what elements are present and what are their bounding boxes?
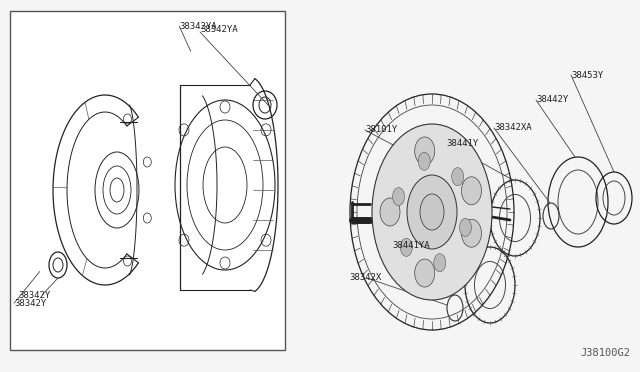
Text: 38342XA: 38342XA bbox=[494, 124, 532, 132]
Ellipse shape bbox=[407, 175, 457, 249]
Ellipse shape bbox=[460, 218, 472, 236]
Ellipse shape bbox=[415, 259, 435, 287]
Text: 38342X: 38342X bbox=[349, 273, 381, 282]
Text: 38441Y: 38441Y bbox=[446, 138, 478, 148]
Ellipse shape bbox=[461, 177, 481, 205]
Ellipse shape bbox=[461, 219, 481, 247]
Bar bbox=[10, 11, 285, 350]
Text: 38342YA: 38342YA bbox=[200, 26, 237, 35]
Text: 38442Y: 38442Y bbox=[536, 96, 568, 105]
Text: 38453Y: 38453Y bbox=[571, 71, 604, 80]
Text: 38101Y: 38101Y bbox=[365, 125, 397, 135]
Ellipse shape bbox=[434, 254, 446, 272]
Ellipse shape bbox=[401, 238, 412, 256]
Ellipse shape bbox=[392, 187, 404, 206]
Text: 38342Y: 38342Y bbox=[18, 291, 51, 299]
Text: 38441YA: 38441YA bbox=[392, 241, 429, 250]
Ellipse shape bbox=[452, 168, 463, 186]
Text: 38342YA: 38342YA bbox=[179, 22, 217, 31]
Ellipse shape bbox=[420, 194, 444, 230]
Ellipse shape bbox=[380, 198, 400, 226]
Ellipse shape bbox=[372, 124, 492, 300]
Text: J38100G2: J38100G2 bbox=[580, 348, 630, 358]
Ellipse shape bbox=[418, 152, 430, 170]
Ellipse shape bbox=[415, 137, 435, 165]
Text: 38342Y: 38342Y bbox=[14, 299, 46, 308]
